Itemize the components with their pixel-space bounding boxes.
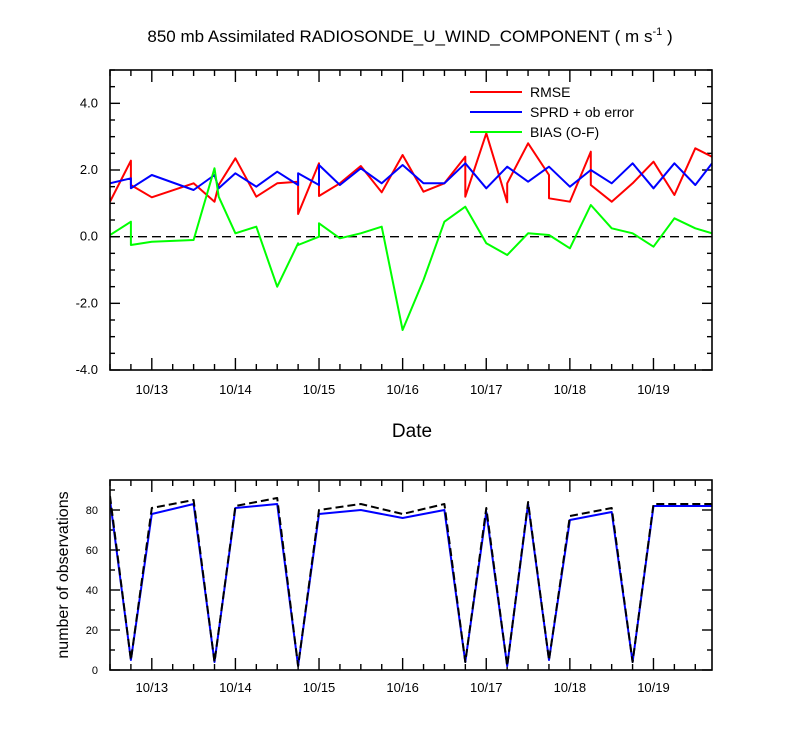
x-tick-label: 10/16 [386,680,419,695]
y-tick-label: 0 [92,665,98,677]
series-line-sprd-ob-error [110,162,712,191]
y-tick-label: 2.0 [80,162,98,177]
bottom-y-axis-label: number of observations [55,491,72,658]
legend-label: BIAS (O-F) [530,124,599,140]
y-tick-label: 80 [86,505,98,517]
plot-frame [109,69,713,371]
y-tick-label: -2.0 [76,295,98,310]
bottom-chart-panel: 10/13 10/14 10/15 10/16 10/17 10/18 10/19 0 20 40… [86,479,713,695]
legend-label: RMSE [530,84,570,100]
series-line-used [110,499,712,667]
x-tick-label: 10/16 [386,382,419,397]
x-tick-label: 10/17 [470,382,503,397]
legend-label: SPRD + ob error [530,104,634,120]
series-line-total [110,495,712,667]
x-tick-label: 10/13 [136,680,169,695]
y-tick-label: 0.0 [80,229,98,244]
y-tick-label: 60 [86,545,98,557]
x-tick-label: 10/15 [303,680,336,695]
plot-frame [109,479,713,671]
y-tick-label: -4.0 [76,362,98,377]
top-chart-panel: 10/13 10/14 10/15 10/16 10/17 10/18 10/19 -4.0 -… [76,69,713,397]
x-tick-label: 10/15 [303,382,336,397]
chart-title-text: 850 mb Assimilated RADIOSONDE_U_WIND_COM… [147,26,672,46]
top-chart-title: 850 mb Assimilated RADIOSONDE_U_WIND_COM… [147,26,672,46]
y-tick-label: 40 [86,585,98,597]
top-x-axis-label: Date [392,421,432,442]
y-tick-label: 4.0 [80,95,98,110]
x-tick-label: 10/14 [219,382,252,397]
x-tick-label: 10/19 [637,382,670,397]
series-line-bias-o-f [110,167,712,331]
x-tick-label: 10/17 [470,680,503,695]
x-tick-label: 10/13 [136,382,169,397]
x-tick-label: 10/18 [554,680,587,695]
x-tick-label: 10/18 [554,382,587,397]
y-tick-label: 20 [86,625,98,637]
x-tick-label: 10/14 [219,680,252,695]
x-tick-label: 10/19 [637,680,670,695]
